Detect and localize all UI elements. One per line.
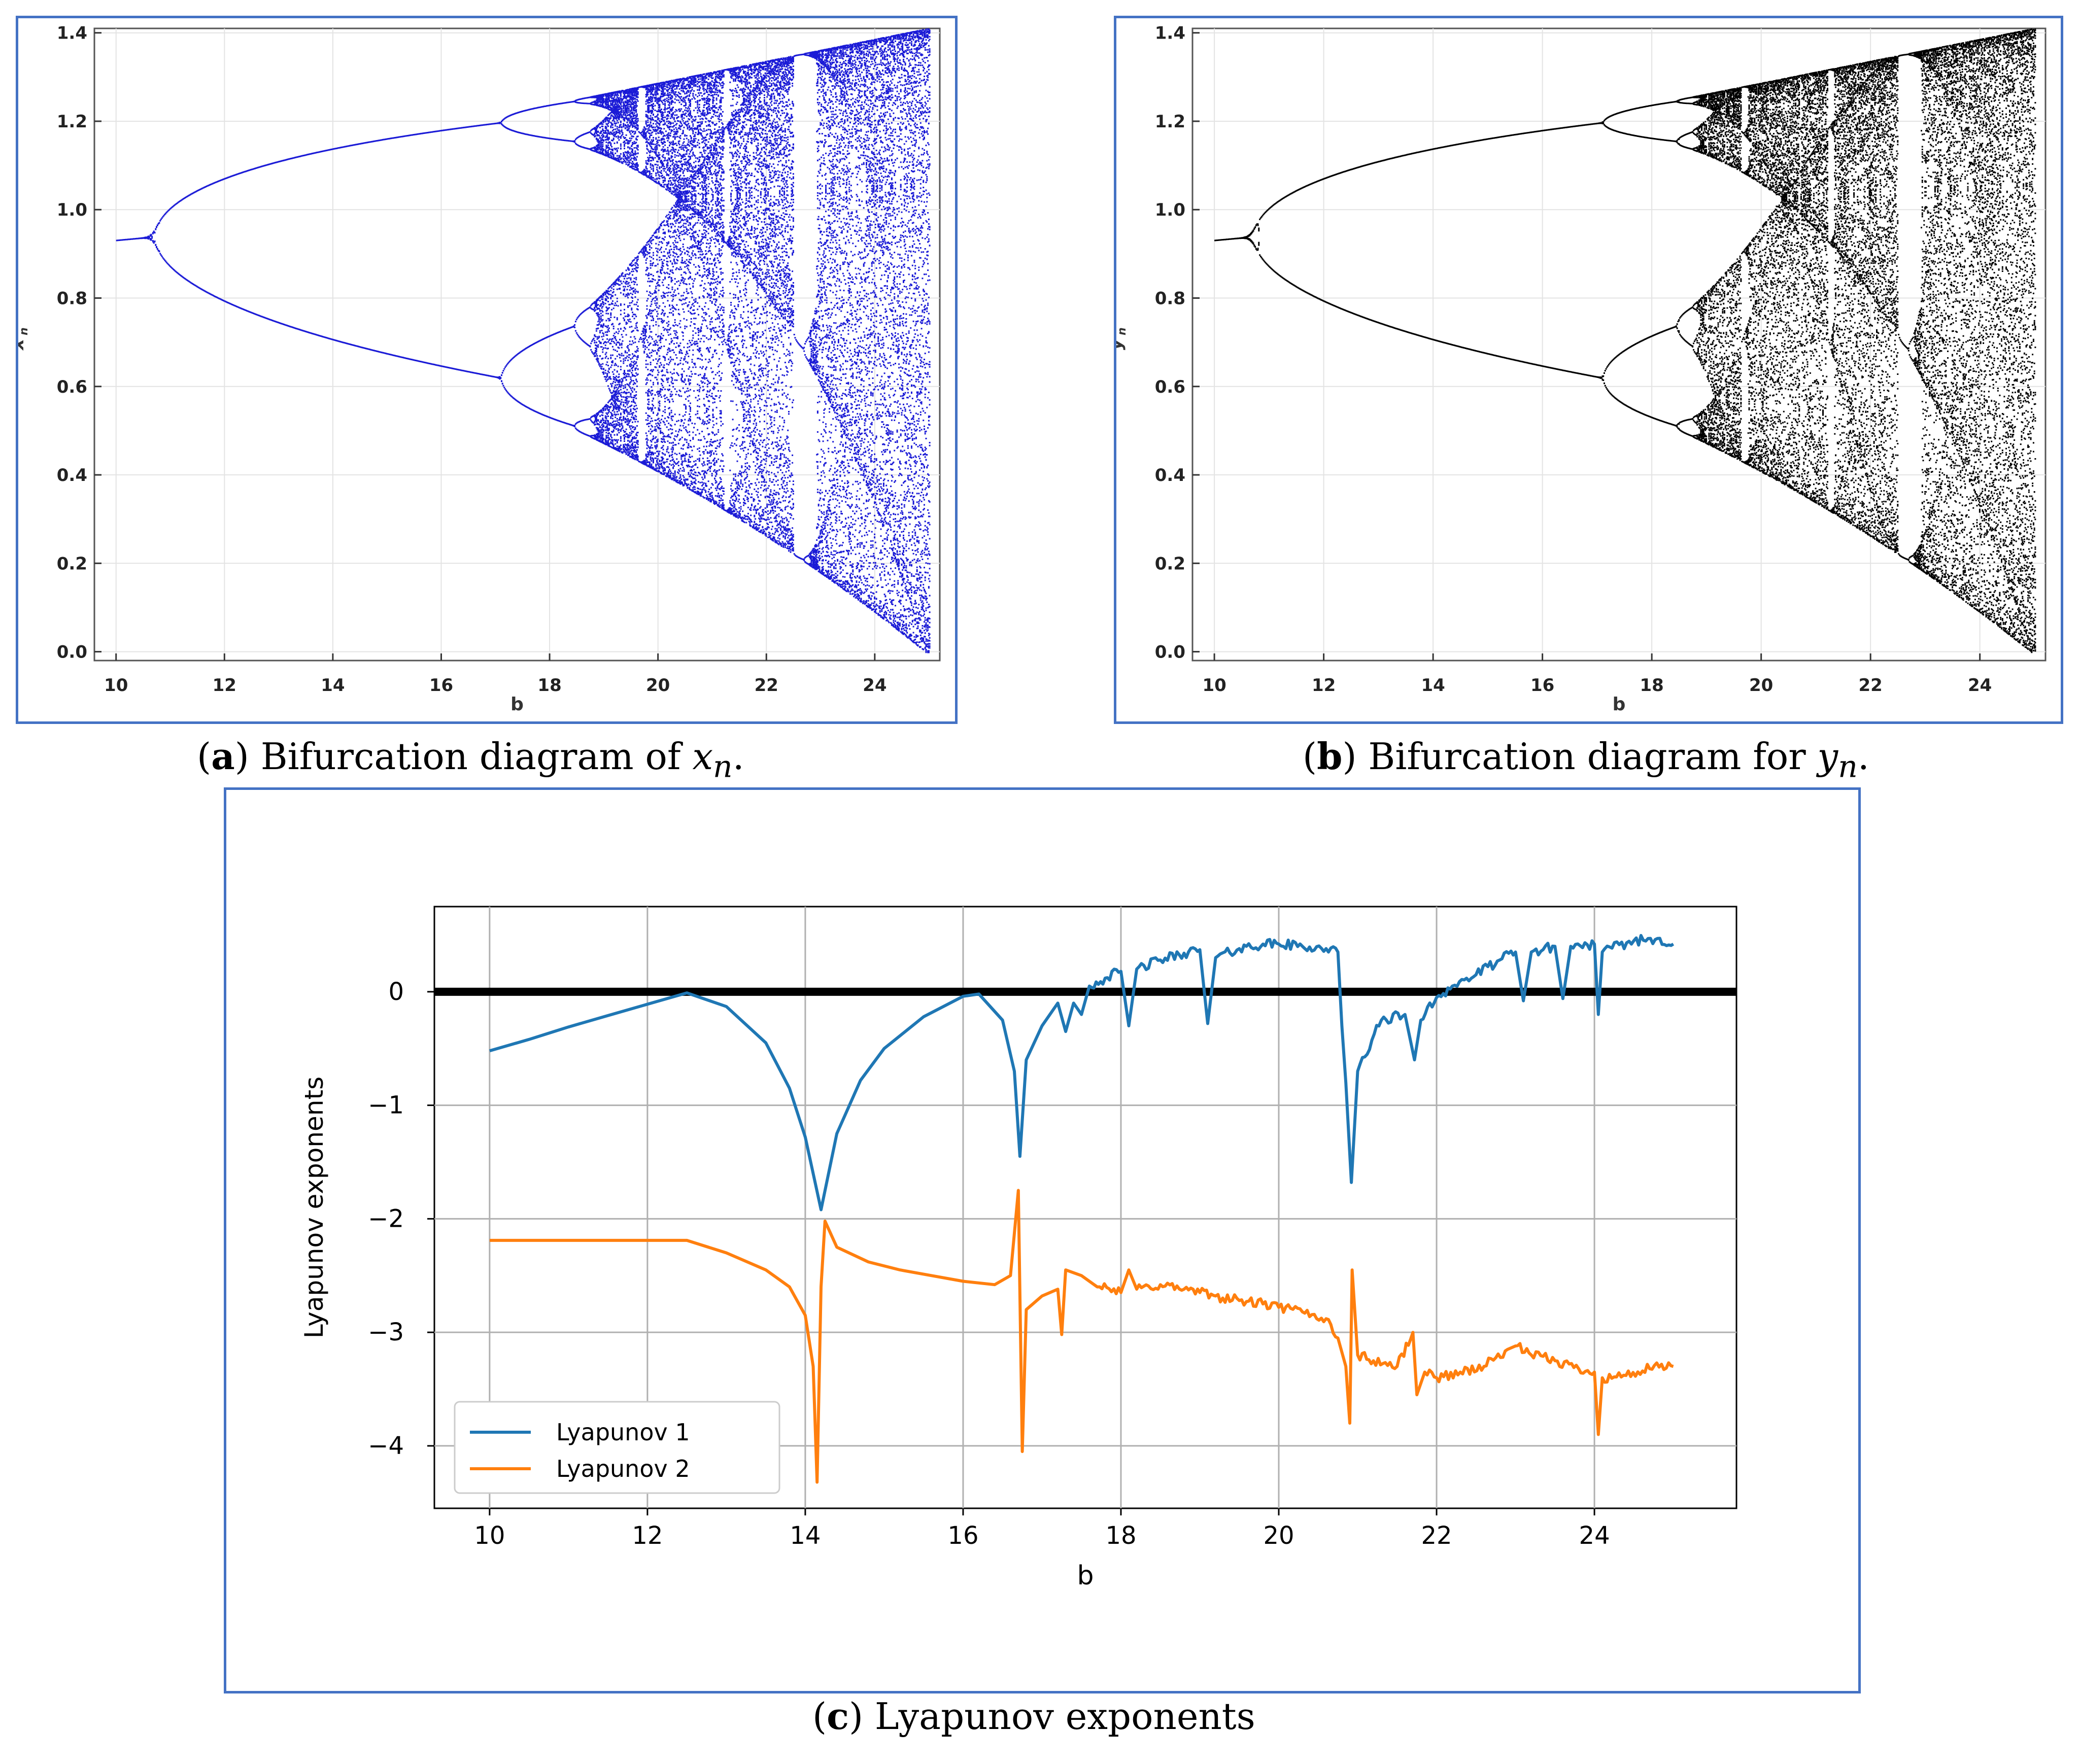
y-tick-label: 0.0 [1155, 642, 1185, 663]
y-tick-label: 1.4 [1155, 23, 1185, 44]
y-tick-label: 1.2 [57, 112, 87, 132]
x-tick-label: 24 [1579, 1521, 1610, 1550]
x-axis-label: b [1613, 694, 1626, 715]
x-axis-label: b [510, 694, 524, 715]
y-tick-label: 0.4 [57, 465, 87, 486]
legend-label: Lyapunov 1 [556, 1419, 690, 1446]
bifurcation-dots [116, 28, 931, 653]
caption-a: (a) Bifurcation diagram of xn. [197, 735, 744, 785]
y-tick-label: −1 [368, 1091, 404, 1120]
y-axis-label: y [1116, 338, 1126, 350]
plot-area: 10 12 14 16 18 20 22 240−1−2−3−4 Lyapunov 1Lyapu… [299, 906, 1737, 1591]
y-axis-label-subscript: n [1116, 327, 1129, 335]
y-tick-label: 0.2 [57, 554, 87, 574]
panel-c-lyapunov: 10 12 14 16 18 20 22 24 0 −1 −2 −3 −4 Lyapunov 1 Lyapu… [224, 787, 1861, 1693]
y-tick-label: 1.4 [57, 23, 87, 44]
caption-b: (b) Bifurcation diagram for yn. [1303, 735, 1869, 785]
plot-area: 10 12 14 16 18 20 22 24 0.0 0.2 0.4 0.6 0.8 1.0 1.2 1.4… [18, 23, 941, 715]
y-tick-label: −4 [368, 1432, 404, 1460]
x-tick-label: 16 [429, 675, 453, 696]
y-axis-label: Lyapunov exponents [299, 1077, 329, 1338]
y-tick-label: 0.6 [1155, 377, 1185, 397]
caption-c: (c) Lyapunov exponents [812, 1694, 1255, 1738]
x-tick-label: 18 [537, 675, 561, 696]
x-tick-label: 14 [790, 1521, 821, 1550]
bifurcation-points [116, 28, 931, 653]
y-tick-label: 0.8 [57, 289, 87, 309]
y-tick-label: 0 [388, 978, 404, 1006]
bifurcation-x-chart: 10 12 14 16 18 20 22 24 0.0 0.2 0.4 0.6 0.8 1.0 1.2 1.4… [18, 23, 941, 715]
panel-a-bifurcation-x: 10 12 14 16 18 20 22 24 0.0 0.2 0.4 0.6 0.8 1.0 1.2 1.4… [16, 16, 958, 724]
bifurcation-dots [1214, 28, 2036, 653]
x-tick-label: 24 [863, 675, 886, 696]
x-tick-label: 14 [321, 675, 345, 696]
x-axis-label: b [1077, 1561, 1094, 1591]
x-tick-label: 16 [1530, 675, 1554, 696]
x-tick-label: 12 [213, 675, 236, 696]
y-tick-label: 0.8 [1155, 289, 1185, 309]
x-tick-label: 10 [104, 675, 128, 696]
x-tick-label: 20 [646, 675, 670, 696]
x-tick-label: 20 [1749, 675, 1773, 696]
y-tick-label: −3 [368, 1318, 404, 1346]
x-tick-label: 10 [1202, 675, 1226, 696]
x-tick-label: 12 [632, 1521, 663, 1550]
y-tick-label: 0.2 [1155, 554, 1185, 574]
y-tick-label: 0.0 [57, 642, 87, 663]
x-tick-label: 22 [1421, 1521, 1452, 1550]
legend-box [454, 1401, 780, 1494]
plot-area: 10 12 14 16 18 20 22 24 0.0 0.2 0.4 0.6 0.8 1.0 1.2 1.4… [1116, 23, 2047, 715]
y-tick-label: 1.0 [1155, 200, 1185, 220]
legend: Lyapunov 1 Lyapunov 2 [454, 1401, 780, 1494]
y-axis-label-subscript: n [18, 327, 30, 335]
y-tick-label: 0.4 [1155, 465, 1185, 486]
bifurcation-points [1214, 28, 2036, 653]
y-tick-label: 0.6 [57, 377, 87, 397]
x-tick-label: 16 [947, 1521, 978, 1550]
series-line-2 [489, 1189, 1674, 1484]
y-tick-label: 1.2 [1155, 112, 1185, 132]
x-tick-label: 12 [1312, 675, 1336, 696]
panel-b-bifurcation-y: 10 12 14 16 18 20 22 24 0.0 0.2 0.4 0.6 0.8 1.0 1.2 1.4… [1114, 16, 2063, 724]
series-line-1 [489, 933, 1675, 1212]
x-tick-label: 10 [474, 1521, 505, 1550]
x-tick-label: 22 [755, 675, 778, 696]
legend-label: Lyapunov 2 [556, 1455, 690, 1482]
y-axis-label: x [18, 338, 28, 351]
y-tick-label: −2 [368, 1204, 404, 1233]
y-tick-label: 1.0 [57, 200, 87, 220]
x-tick-label: 18 [1105, 1521, 1136, 1550]
x-tick-label: 20 [1263, 1521, 1294, 1550]
bifurcation-y-chart: 10 12 14 16 18 20 22 24 0.0 0.2 0.4 0.6 0.8 1.0 1.2 1.4… [1116, 23, 2047, 715]
x-tick-label: 22 [1859, 675, 1883, 696]
x-tick-label: 18 [1640, 675, 1663, 696]
x-tick-label: 24 [1968, 675, 1992, 696]
lyapunov-chart: 10 12 14 16 18 20 22 240−1−2−3−4 Lyapunov 1Lyapu… [299, 906, 1737, 1591]
x-tick-label: 14 [1421, 675, 1445, 696]
